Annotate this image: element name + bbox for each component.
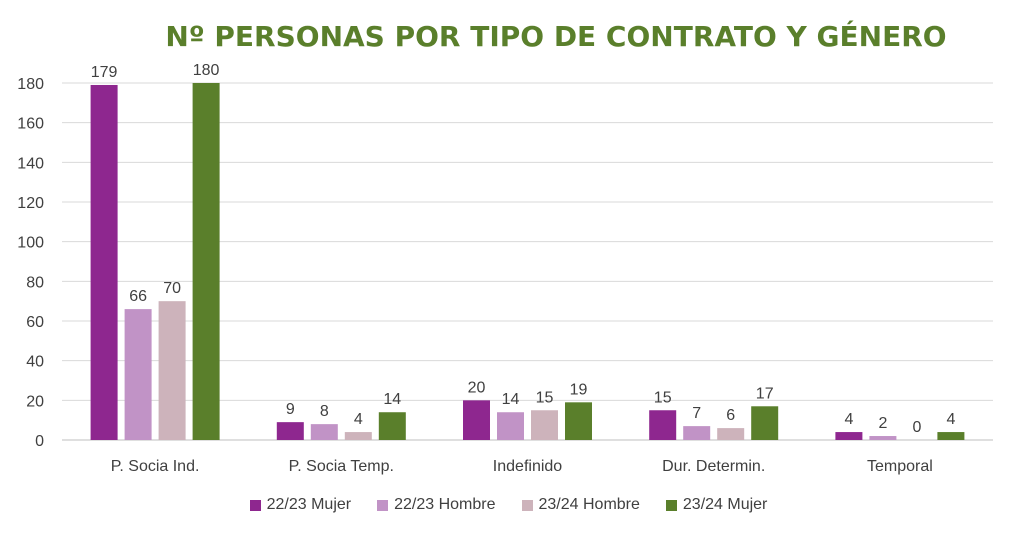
data-label: 4	[844, 411, 853, 428]
data-label: 15	[654, 389, 672, 406]
legend-swatch	[521, 499, 533, 511]
data-label: 14	[502, 391, 520, 408]
bar	[531, 410, 558, 440]
y-tick-label: 60	[26, 314, 44, 331]
bar	[835, 432, 863, 440]
bar	[869, 436, 897, 440]
bar	[192, 83, 220, 440]
data-label: 19	[570, 381, 588, 398]
x-tick-label: P. Socia Temp.	[289, 458, 394, 475]
x-tick-label: Temporal	[867, 458, 933, 475]
data-label: 70	[163, 280, 181, 297]
chart-title: Nº PERSONAS POR TIPO DE CONTRATO Y GÉNER…	[165, 20, 947, 53]
bar	[378, 412, 406, 440]
x-tick-label: P. Socia Ind.	[111, 458, 200, 475]
bar	[937, 432, 965, 440]
data-label: 179	[91, 64, 118, 81]
legend-label: 23/24 Mujer	[682, 496, 768, 513]
data-label: 20	[468, 379, 486, 396]
bar	[497, 412, 524, 440]
data-label: 4	[946, 411, 955, 428]
y-tick-label: 100	[17, 235, 44, 252]
bar	[158, 301, 186, 440]
legend-item: 22/23 Mujer	[249, 496, 352, 514]
data-label: 4	[354, 411, 363, 428]
chart-legend: 22/23 Mujer 22/23 Hombre 23/24 Hombre 23/24…	[0, 496, 1017, 514]
data-label: 7	[692, 405, 701, 422]
bar	[717, 428, 745, 440]
bar	[751, 406, 779, 440]
data-label: 15	[536, 389, 554, 406]
bar	[649, 410, 677, 440]
y-tick-label: 140	[17, 155, 44, 172]
y-tick-label: 20	[26, 393, 44, 410]
bar	[683, 426, 711, 440]
legend-label: 22/23 Mujer	[266, 496, 352, 513]
bar	[276, 422, 304, 440]
bar	[310, 424, 338, 440]
legend-swatch	[377, 499, 389, 511]
bar	[90, 84, 118, 440]
data-label: 17	[756, 385, 774, 402]
legend-swatch	[249, 499, 261, 511]
legend-label: 23/24 Hombre	[538, 496, 640, 513]
y-tick-label: 80	[26, 274, 44, 291]
data-label: 2	[878, 415, 887, 432]
data-label: 9	[286, 401, 295, 418]
bar	[565, 402, 592, 440]
legend-item: 23/24 Mujer	[665, 496, 768, 514]
x-tick-label: Dur. Determin.	[662, 458, 765, 475]
data-label: 66	[129, 288, 147, 305]
legend-swatch	[665, 499, 677, 511]
legend-item: 22/23 Hombre	[377, 496, 496, 514]
y-tick-label: 40	[26, 354, 44, 371]
bar	[344, 432, 372, 440]
data-label: 0	[912, 419, 921, 436]
y-tick-label: 120	[17, 195, 44, 212]
bar	[463, 400, 490, 440]
data-label: 180	[193, 62, 220, 79]
legend-label: 22/23 Hombre	[394, 496, 496, 513]
data-label: 6	[726, 407, 735, 424]
data-label: 14	[383, 391, 401, 408]
y-tick-label: 160	[17, 116, 44, 133]
y-tick-label: 180	[17, 76, 44, 93]
bar	[124, 309, 152, 440]
legend-item: 23/24 Hombre	[521, 496, 640, 514]
data-label: 8	[320, 403, 329, 420]
x-tick-label: Indefinido	[493, 458, 562, 475]
y-tick-label: 0	[35, 433, 44, 450]
